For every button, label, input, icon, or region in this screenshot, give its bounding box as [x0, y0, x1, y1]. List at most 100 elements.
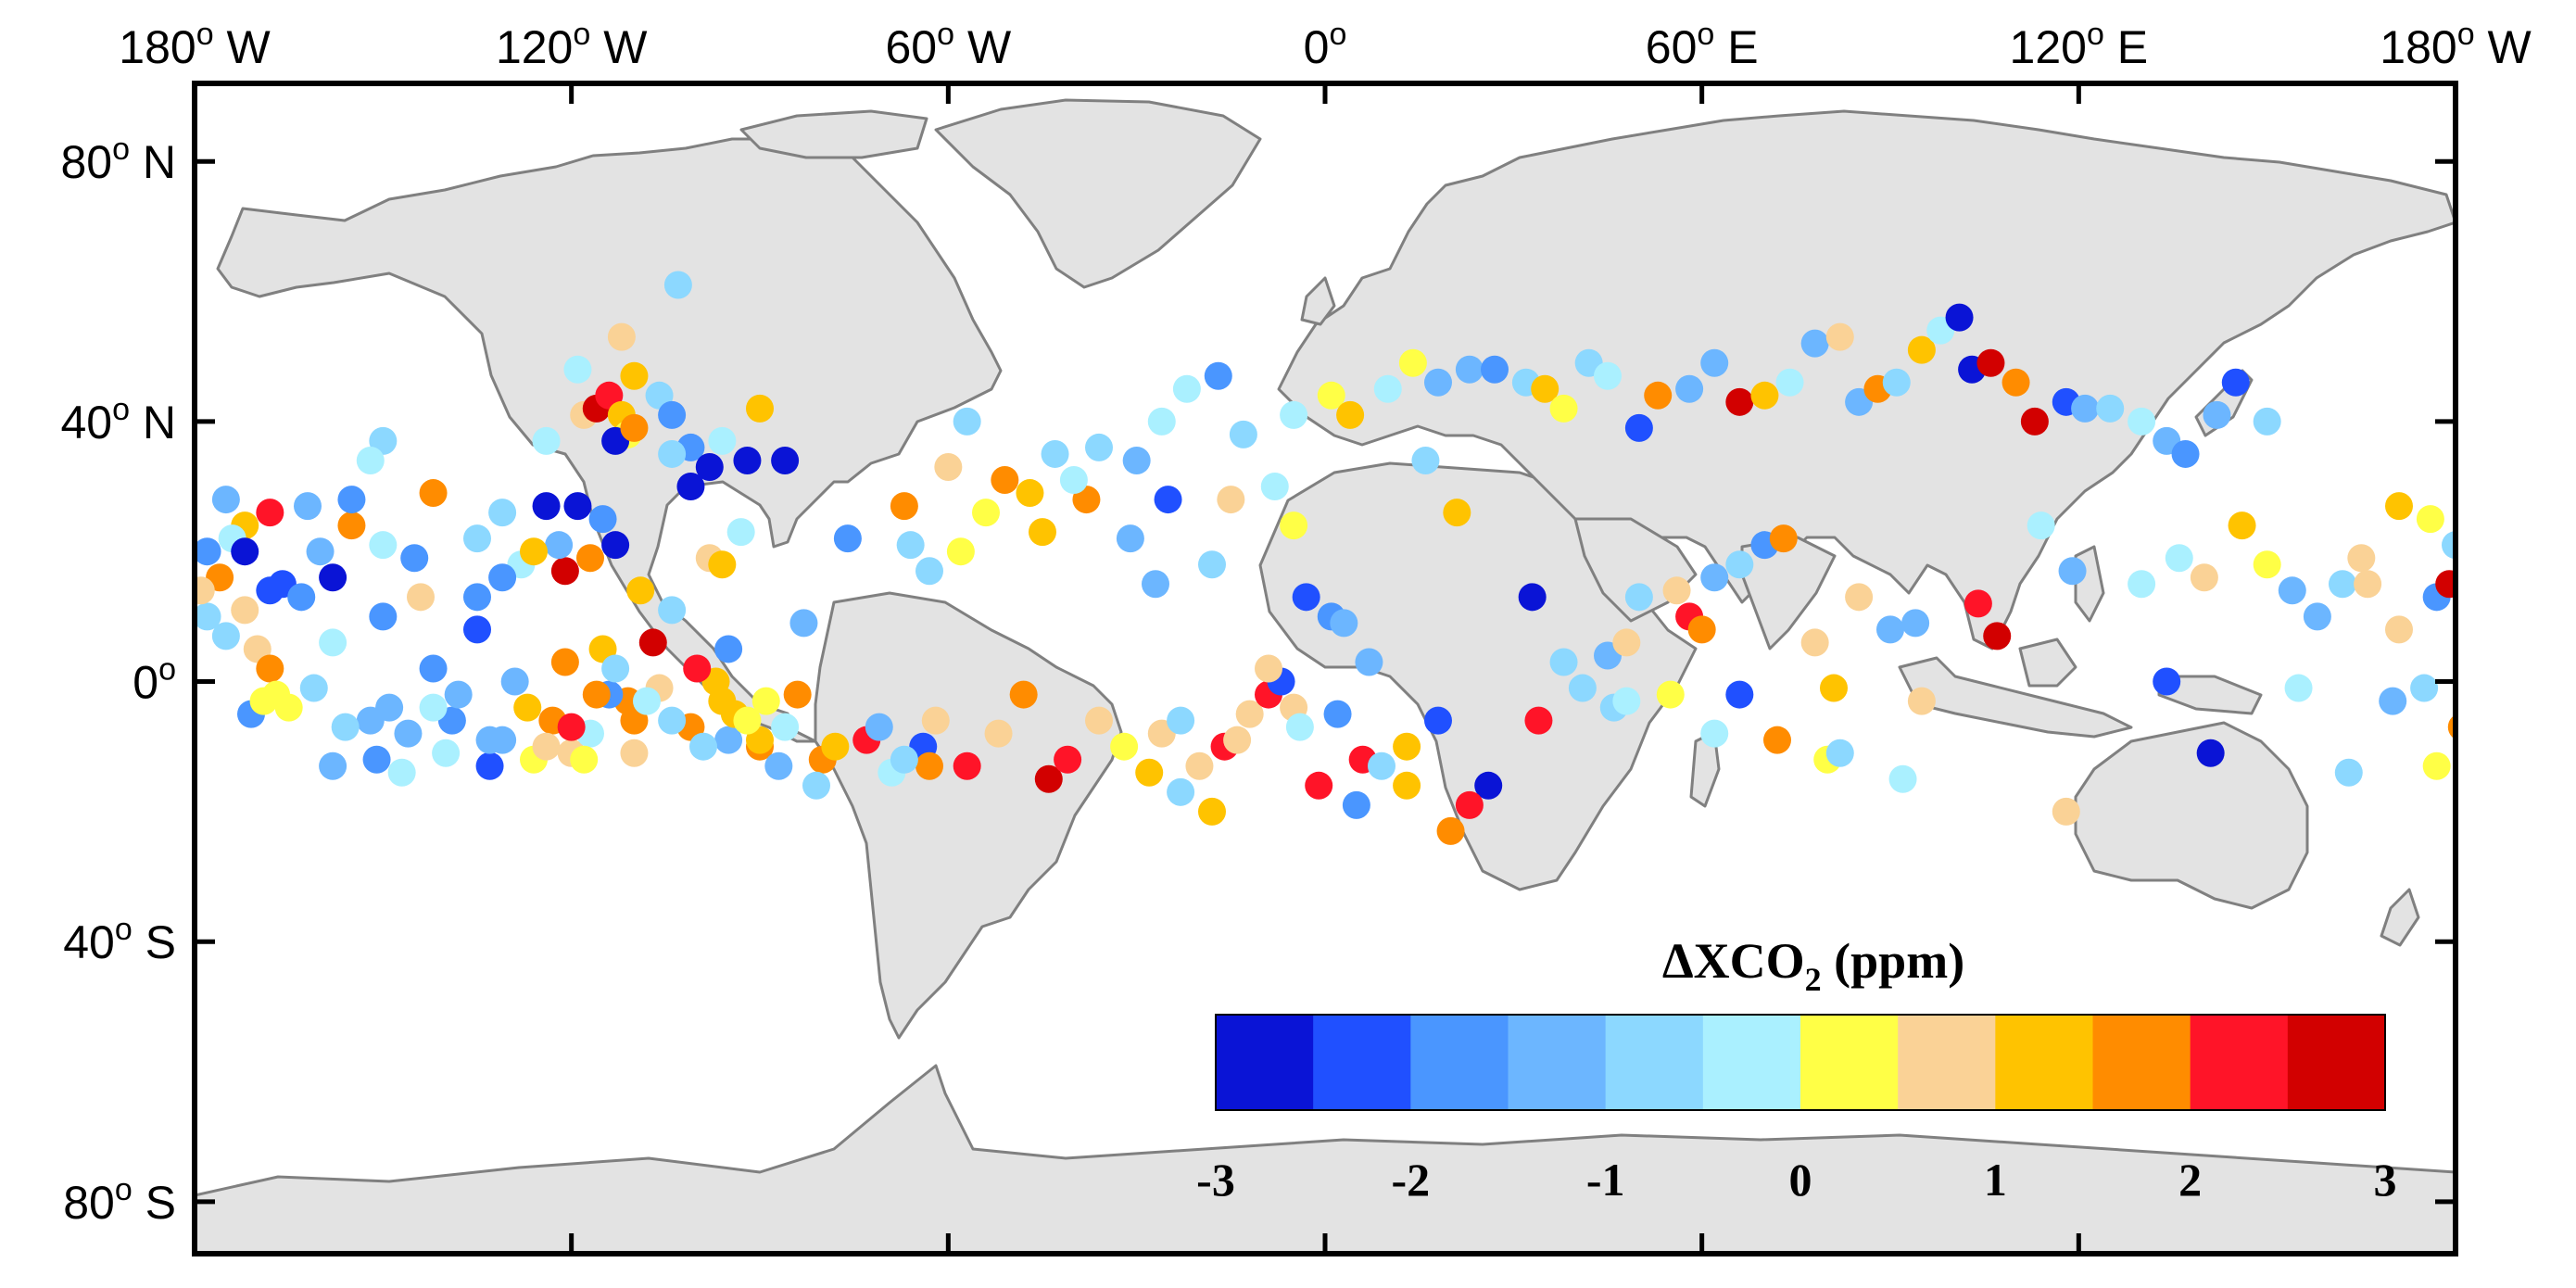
- data-point: [1624, 413, 1653, 442]
- colorbar-tick-label: -1: [1586, 1154, 1625, 1206]
- data-point: [607, 322, 636, 351]
- data-point: [532, 732, 561, 761]
- data-point: [2153, 667, 2181, 696]
- data-point: [1142, 570, 1169, 599]
- colorbar-swatch: [1605, 1015, 1704, 1110]
- data-point: [2284, 674, 2313, 702]
- indonesia-landmass: [1898, 656, 2133, 739]
- data-point: [2435, 570, 2456, 599]
- data-point: [2447, 714, 2456, 740]
- data-point: [2052, 797, 2080, 826]
- data-point: [195, 602, 221, 631]
- data-point: [1700, 719, 1729, 748]
- data-point: [626, 576, 655, 605]
- data-point: [708, 426, 737, 455]
- data-point: [520, 537, 548, 566]
- new-zealand-landmass: [2380, 888, 2420, 947]
- antarctica-landmass: [195, 1064, 2456, 1254]
- data-point: [1330, 609, 1358, 638]
- data-point: [1373, 374, 1402, 403]
- data-point: [2071, 394, 2100, 423]
- data-point: [2128, 570, 2156, 599]
- data-point: [746, 394, 774, 423]
- data-point: [946, 537, 975, 566]
- colorbar-tick-label: 3: [2374, 1154, 2397, 1206]
- data-point: [1964, 589, 1992, 618]
- data-point: [972, 499, 1000, 527]
- data-point: [2058, 557, 2087, 586]
- data-point: [1656, 680, 1685, 709]
- data-point: [833, 524, 862, 553]
- data-point: [1393, 732, 1421, 761]
- data-point: [1436, 816, 1465, 845]
- data-point: [488, 499, 517, 527]
- data-point: [714, 635, 743, 663]
- data-point: [211, 622, 240, 650]
- data-point: [475, 751, 504, 780]
- data-point: [714, 726, 743, 754]
- data-point: [1612, 628, 1641, 657]
- data-point: [557, 713, 586, 741]
- data-point: [2228, 511, 2256, 540]
- data-point: [2385, 492, 2413, 521]
- data-point: [576, 544, 604, 573]
- australia-landmass: [2074, 721, 2309, 910]
- data-point: [1054, 745, 1082, 774]
- data-point: [1292, 583, 1320, 612]
- data-point: [1122, 446, 1151, 474]
- data-point: [1800, 329, 1829, 358]
- data-point: [821, 732, 850, 761]
- latitude-labels: 80o N 40o N 0o 40o S 80o S: [60, 132, 176, 1229]
- data-point: [658, 439, 687, 468]
- data-point: [1800, 628, 1829, 657]
- data-point: [2020, 407, 2049, 436]
- data-point: [1675, 374, 1704, 403]
- colorbar-title: ΔXCO2 (ppm): [1662, 933, 1964, 998]
- data-point: [419, 479, 448, 508]
- borneo-landmass: [2018, 638, 2077, 688]
- colorbar-frame: [1215, 1014, 2386, 1111]
- colorbar-swatch: [2287, 1015, 2386, 1110]
- data-point: [2422, 751, 2451, 780]
- x-tick-label: 180o W: [119, 17, 271, 73]
- data-point: [532, 426, 561, 455]
- data-point: [400, 544, 429, 573]
- data-point: [1901, 609, 1930, 638]
- data-point: [695, 452, 724, 481]
- x-tick-label: 60o E: [1646, 17, 1759, 73]
- data-point: [294, 492, 322, 521]
- data-point: [1662, 576, 1691, 605]
- data-point: [1355, 648, 1383, 676]
- data-point: [1825, 739, 1854, 767]
- data-point: [783, 680, 812, 709]
- data-point: [1825, 322, 1854, 351]
- data-point: [1305, 771, 1333, 800]
- data-point: [865, 713, 893, 741]
- data-point: [1474, 771, 1503, 800]
- data-point: [689, 732, 717, 761]
- colorbar-tick-label: 0: [1789, 1154, 1812, 1206]
- colorbar-swatches: [1215, 1014, 2386, 1111]
- data-point: [658, 596, 687, 625]
- data-point: [463, 615, 491, 644]
- x-tick-label: 120o E: [2010, 17, 2149, 73]
- data-point: [1009, 680, 1038, 709]
- data-point: [2171, 439, 2200, 468]
- data-point: [771, 713, 800, 741]
- data-point: [1725, 680, 1754, 709]
- data-point: [1323, 700, 1352, 728]
- data-point: [1424, 706, 1452, 735]
- data-point: [2001, 368, 2030, 397]
- data-point: [1285, 713, 1314, 741]
- data-point: [306, 537, 335, 566]
- data-point: [658, 400, 687, 429]
- data-point: [1085, 706, 1113, 735]
- data-point: [299, 674, 328, 702]
- data-point: [890, 492, 918, 521]
- data-point: [1725, 550, 1754, 579]
- india-landmass: [1740, 536, 1837, 650]
- data-point: [896, 531, 925, 560]
- data-point: [733, 706, 762, 735]
- data-point: [1154, 486, 1182, 514]
- data-point: [771, 446, 800, 474]
